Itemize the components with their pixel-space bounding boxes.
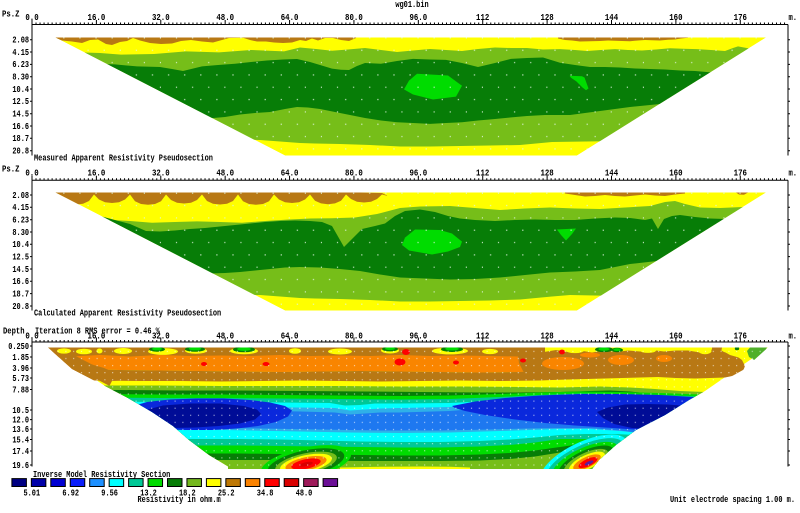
svg-text:144: 144: [605, 169, 619, 179]
svg-text:4.15: 4.15: [12, 48, 29, 58]
svg-text:18.2: 18.2: [179, 488, 196, 498]
svg-text:5.01: 5.01: [24, 488, 41, 498]
svg-text:0.250: 0.250: [8, 342, 29, 352]
svg-text:128: 128: [540, 169, 553, 179]
svg-text:80.0: 80.0: [345, 13, 363, 23]
svg-text:8.30: 8.30: [12, 228, 29, 238]
svg-text:160: 160: [669, 13, 682, 23]
svg-text:80.0: 80.0: [345, 169, 363, 179]
svg-text:m.: m.: [789, 169, 798, 179]
svg-text:Iteration 8 RMS error = 0.46 %: Iteration 8 RMS error = 0.46 %: [35, 326, 160, 336]
svg-text:9.56: 9.56: [101, 488, 118, 498]
svg-text:25.2: 25.2: [218, 488, 235, 498]
svg-text:m.: m.: [789, 13, 798, 23]
svg-text:8.30: 8.30: [12, 73, 29, 83]
svg-text:2.08: 2.08: [12, 191, 29, 201]
svg-text:Unit electrode spacing 1.00 m.: Unit electrode spacing 1.00 m.: [670, 495, 795, 505]
svg-text:14.5: 14.5: [12, 265, 29, 275]
svg-text:0.0: 0.0: [25, 332, 38, 342]
svg-text:176: 176: [734, 13, 747, 23]
svg-text:Ps.Z: Ps.Z: [2, 165, 20, 175]
svg-text:0.0: 0.0: [25, 13, 38, 23]
svg-text:160: 160: [669, 332, 682, 342]
svg-text:19.6: 19.6: [12, 461, 29, 471]
svg-text:64.0: 64.0: [281, 13, 299, 23]
svg-text:1.85: 1.85: [12, 353, 29, 363]
svg-text:96.0: 96.0: [409, 332, 427, 342]
svg-text:10.5: 10.5: [12, 406, 29, 416]
svg-text:Ps.Z: Ps.Z: [2, 10, 20, 20]
svg-text:176: 176: [734, 169, 747, 179]
svg-text:16.6: 16.6: [12, 277, 29, 287]
svg-text:10.4: 10.4: [12, 240, 29, 250]
svg-text:14.5: 14.5: [12, 110, 29, 120]
svg-text:32.0: 32.0: [152, 332, 170, 342]
svg-text:112: 112: [476, 13, 489, 23]
svg-text:16.0: 16.0: [88, 13, 106, 23]
svg-text:7.88: 7.88: [12, 385, 29, 395]
svg-text:112: 112: [476, 169, 489, 179]
svg-text:18.7: 18.7: [12, 289, 29, 299]
svg-text:10.4: 10.4: [12, 85, 29, 95]
svg-text:Depth: Depth: [3, 326, 25, 336]
svg-text:160: 160: [669, 169, 682, 179]
svg-text:17.4: 17.4: [12, 447, 29, 457]
svg-text:4.15: 4.15: [12, 203, 29, 213]
svg-text:64.0: 64.0: [281, 332, 299, 342]
svg-text:32.0: 32.0: [152, 169, 170, 179]
svg-text:34.8: 34.8: [257, 488, 274, 498]
svg-text:Calculated Apparent Resistivit: Calculated Apparent Resistivity Pseudose…: [34, 309, 221, 319]
svg-text:wg01.bin: wg01.bin: [395, 0, 428, 10]
svg-text:64.0: 64.0: [281, 169, 299, 179]
svg-text:48.0: 48.0: [216, 13, 234, 23]
svg-text:3.96: 3.96: [12, 364, 29, 374]
svg-text:Measured Apparent Resistivity: Measured Apparent Resistivity Pseudosect…: [34, 153, 213, 163]
svg-text:144: 144: [605, 13, 619, 23]
svg-text:5.73: 5.73: [12, 374, 29, 384]
svg-text:48.0: 48.0: [216, 169, 234, 179]
svg-text:6.23: 6.23: [12, 216, 29, 226]
svg-text:12.5: 12.5: [12, 97, 29, 107]
svg-text:96.0: 96.0: [409, 13, 427, 23]
svg-text:0.0: 0.0: [25, 169, 38, 179]
svg-text:20.8: 20.8: [12, 302, 29, 312]
svg-text:112: 112: [476, 332, 489, 342]
svg-text:12.0: 12.0: [12, 415, 29, 425]
svg-text:80.0: 80.0: [345, 332, 363, 342]
svg-text:96.0: 96.0: [409, 169, 427, 179]
svg-text:6.23: 6.23: [12, 60, 29, 70]
svg-text:2.08: 2.08: [12, 36, 29, 46]
svg-text:6.92: 6.92: [62, 488, 79, 498]
svg-text:176: 176: [734, 332, 747, 342]
svg-text:12.5: 12.5: [12, 252, 29, 262]
svg-text:144: 144: [605, 332, 619, 342]
svg-text:128: 128: [540, 332, 553, 342]
svg-text:48.0: 48.0: [296, 488, 313, 498]
svg-text:20.8: 20.8: [12, 147, 29, 157]
svg-text:15.4: 15.4: [12, 435, 29, 445]
svg-text:128: 128: [540, 13, 553, 23]
svg-text:18.7: 18.7: [12, 134, 29, 144]
svg-text:32.0: 32.0: [152, 13, 170, 23]
svg-text:13.2: 13.2: [140, 488, 157, 498]
svg-text:Inverse Model Resistivity Sect: Inverse Model Resistivity Section: [33, 470, 170, 480]
svg-text:16.6: 16.6: [12, 122, 29, 132]
svg-text:m.: m.: [789, 332, 798, 342]
svg-text:13.6: 13.6: [12, 425, 29, 435]
svg-text:16.0: 16.0: [88, 169, 106, 179]
svg-text:48.0: 48.0: [216, 332, 234, 342]
svg-text:Resistivity in ohm.m: Resistivity in ohm.m: [138, 495, 222, 505]
svg-text:16.0: 16.0: [88, 332, 106, 342]
